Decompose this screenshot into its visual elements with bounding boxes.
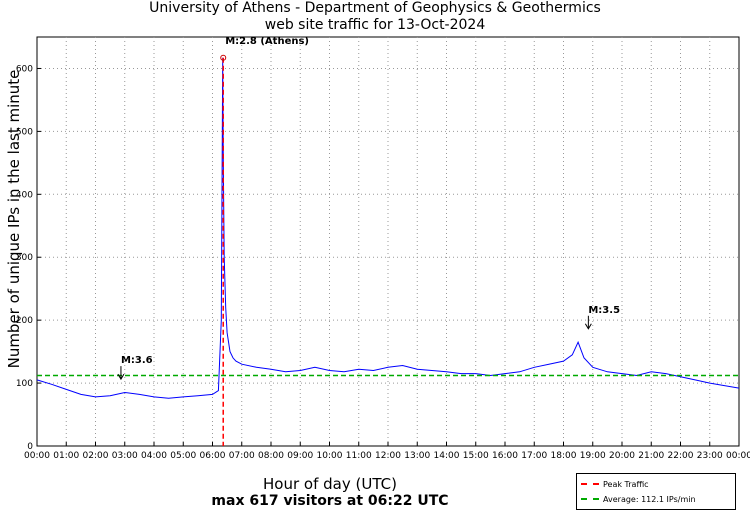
peak-marker (220, 54, 227, 61)
x-tick-label: 14:00 (434, 451, 460, 461)
x-tick-label: 22:00 (668, 451, 694, 461)
legend-label-average: Average: 112.1 IPs/min (603, 494, 696, 504)
x-tick-label: 03:00 (112, 451, 138, 461)
y-tick-label: 600 (16, 64, 33, 74)
y-tick-label: 100 (16, 379, 33, 389)
legend-item-peak: Peak Traffic (581, 478, 649, 490)
x-tick-label: 20:00 (609, 451, 635, 461)
traffic-series-line (36, 57, 740, 399)
x-tick-label: 07:00 (229, 451, 255, 461)
y-tick-label: 200 (16, 316, 33, 326)
y-tick-label: 0 (27, 442, 33, 452)
x-tick-label: 18:00 (551, 451, 577, 461)
chart-subtitle: web site traffic for 13-Oct-2024 (264, 17, 486, 33)
x-tick-label: 23:00 (697, 451, 723, 461)
event-arrow-head (584, 323, 592, 330)
x-tick-label: 11:00 (346, 451, 372, 461)
y-tick-label: 500 (16, 127, 33, 137)
x-tick-label: 16:00 (492, 451, 518, 461)
legend-swatch-peak (581, 483, 599, 485)
x-tick-label: 02:00 (83, 451, 109, 461)
x-tick-label: 21:00 (638, 451, 664, 461)
x-tick-label: 19:00 (580, 451, 606, 461)
x-tick-label: 01:00 (53, 451, 79, 461)
x-tick-label: 12:00 (375, 451, 401, 461)
legend-item-average: Average: 112.1 IPs/min (581, 493, 696, 505)
legend-label-peak: Peak Traffic (603, 479, 649, 489)
x-tick-label: 05:00 (170, 451, 196, 461)
event-label: M:2.8 (Athens) (225, 36, 309, 47)
x-axis-sublabel: max 617 visitors at 06:22 UTC (211, 493, 449, 509)
y-tick-label: 300 (16, 253, 33, 263)
x-tick-label: 09:00 (287, 451, 313, 461)
x-tick-label: 06:00 (200, 451, 226, 461)
x-tick-label: 04:00 (141, 451, 167, 461)
x-tick-label: 15:00 (463, 451, 489, 461)
x-tick-label: 08:00 (258, 451, 284, 461)
event-arrow-head (117, 373, 125, 381)
y-tick-label: 400 (16, 190, 33, 200)
chart-title: University of Athens - Department of Geo… (149, 0, 601, 16)
legend-swatch-average (581, 498, 599, 500)
event-label: M:3.5 (588, 305, 620, 316)
x-tick-label: 17:00 (521, 451, 547, 461)
x-tick-label: 10:00 (317, 451, 343, 461)
x-tick-label: 13:00 (404, 451, 430, 461)
x-tick-label: 00:00 (24, 451, 50, 461)
x-axis-label: Hour of day (UTC) (263, 475, 397, 493)
x-tick-label: 00:00 (726, 451, 750, 461)
event-label: M:3.6 (121, 355, 153, 366)
legend: Peak Traffic Average: 112.1 IPs/min (576, 473, 736, 510)
